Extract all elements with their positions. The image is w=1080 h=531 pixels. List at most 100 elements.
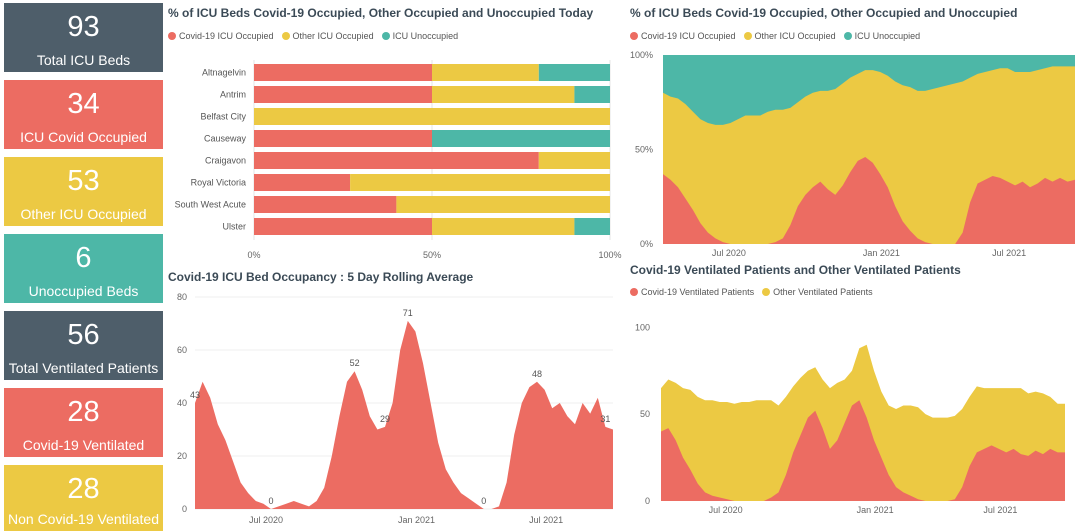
kpi-value: 28 (67, 473, 100, 505)
y-tick-label: 60 (177, 345, 187, 355)
x-tick-label: Jul 2020 (249, 515, 283, 525)
category-label: Royal Victoria (191, 178, 246, 188)
category-label: Ulster (222, 222, 246, 232)
kpi-card-covid-ventilated: 28 Covid-19 Ventilated (4, 388, 163, 457)
data-label: 0 (481, 496, 486, 506)
y-tick-label: 80 (177, 292, 187, 302)
legend-item[interactable]: ICU Unoccupied (843, 31, 920, 41)
x-tick-label: 50% (423, 250, 441, 260)
x-tick-label: Jul 2021 (992, 248, 1026, 258)
bar-segment (254, 174, 351, 191)
y-tick-label: 100 (635, 322, 650, 332)
legend-icu-today: Covid-19 ICU Occupied Other ICU Occupied… (168, 31, 466, 41)
bar-segment (432, 86, 575, 103)
chart-ventilated: 0 50 100 Jul 2020 Jan 2021 Jul 2021 (635, 322, 1065, 515)
kpi-label: Covid-19 Ventilated (22, 437, 145, 453)
bar-segment (432, 130, 610, 147)
bar-segment (254, 108, 610, 125)
category-label: South West Acute (175, 200, 246, 210)
bar-segment (538, 64, 610, 81)
chart-icu-percent: 0% 50% 100% Jul 2020 Jan 2021 Jul 2021 (630, 50, 1075, 258)
legend-item[interactable]: Covid-19 Ventilated Patients (630, 287, 754, 297)
chart-title-icu-percent: % of ICU Beds Covid-19 Occupied, Other O… (630, 6, 1018, 20)
data-label: 31 (600, 414, 610, 424)
kpi-value: 28 (67, 396, 100, 428)
x-tick-label: Jan 2021 (863, 248, 900, 258)
legend-label: Covid-19 ICU Occupied (179, 31, 274, 41)
bar-segment (254, 86, 432, 103)
x-tick-label: Jul 2020 (712, 248, 746, 258)
area-covid-icu (663, 157, 1075, 244)
legend-item[interactable]: Covid-19 ICU Occupied (168, 31, 274, 41)
category-label: Antrim (220, 90, 246, 100)
bar-segment (350, 174, 610, 191)
kpi-value: 53 (67, 165, 100, 197)
bar-segment (396, 196, 610, 213)
data-label: 0 (268, 496, 273, 506)
legend-label: Other ICU Occupied (292, 31, 374, 41)
kpi-card-icu-covid-occupied: 34 ICU Covid Occupied (4, 80, 163, 149)
kpi-value: 93 (67, 11, 100, 43)
category-label: Belfast City (200, 112, 246, 122)
area-rolling-average (195, 320, 613, 509)
kpi-card-unoccupied-beds: 6 Unoccupied Beds (4, 234, 163, 303)
kpi-label: ICU Covid Occupied (20, 129, 147, 145)
legend-ventilated: Covid-19 Ventilated Patients Other Venti… (630, 287, 881, 297)
legend-dot-icon (743, 32, 752, 40)
bar-segment (254, 152, 539, 169)
x-tick-label: 100% (598, 250, 621, 260)
legend-dot-icon (281, 32, 290, 40)
bar-segment (254, 64, 432, 81)
bar-segment (574, 218, 610, 235)
bar-segment (254, 196, 397, 213)
x-tick-label: Jul 2020 (709, 505, 743, 515)
y-tick-label: 0 (645, 496, 650, 506)
chart-rolling-average: 0 20 40 60 80 43 0 52 29 71 0 48 31 Jul 2020 Jan 2021 J… (177, 292, 613, 525)
legend-item[interactable]: Other ICU Occupied (281, 31, 374, 41)
legend-label: Covid-19 ICU Occupied (641, 31, 736, 41)
x-tick-label: Jan 2021 (398, 515, 435, 525)
area-covid-ventilated (661, 400, 1065, 501)
legend-label: Covid-19 Ventilated Patients (641, 287, 755, 297)
kpi-label: Non Covid-19 Ventilated (8, 511, 159, 527)
kpi-card-total-icu-beds: 93 Total ICU Beds (4, 3, 163, 72)
kpi-label: Total Ventilated Patients (8, 360, 159, 376)
bar-segment (538, 152, 610, 169)
legend-item[interactable]: Other Ventilated Patients (762, 287, 873, 297)
x-tick-label: Jan 2021 (857, 505, 894, 515)
legend-dot-icon (843, 32, 852, 40)
bar-segment (254, 130, 432, 147)
kpi-label: Other ICU Occupied (20, 206, 147, 222)
y-tick-label: 0% (640, 239, 653, 249)
data-label: 29 (380, 414, 390, 424)
data-label: 43 (190, 390, 200, 400)
kpi-value: 56 (67, 319, 100, 351)
y-tick-label: 40 (177, 398, 187, 408)
bar-segment (432, 64, 539, 81)
legend-icu-percent: Covid-19 ICU Occupied Other ICU Occupied… (630, 31, 928, 41)
kpi-card-non-covid-ventilated: 28 Non Covid-19 Ventilated (4, 465, 163, 531)
kpi-value: 6 (75, 242, 92, 274)
kpi-label: Unoccupied Beds (28, 283, 139, 299)
y-tick-label: 100% (630, 50, 653, 60)
kpi-value: 34 (67, 88, 100, 120)
kpi-card-total-ventilated: 56 Total Ventilated Patients (4, 311, 163, 380)
legend-label: ICU Unoccupied (392, 31, 459, 41)
x-tick-label: 0% (247, 250, 260, 260)
legend-dot-icon (630, 288, 638, 296)
category-label: Craigavon (205, 156, 246, 166)
chart-icu-today: 0% 50% 100% Altnagelvin Antrim Belfast City Ca… (175, 60, 622, 260)
bar-segment (254, 218, 432, 235)
data-label: 48 (532, 369, 542, 379)
legend-dot-icon (381, 32, 390, 40)
kpi-label: Total ICU Beds (36, 52, 131, 68)
legend-label: Other Ventilated Patients (773, 287, 873, 297)
legend-label: Other ICU Occupied (754, 31, 836, 41)
legend-item[interactable]: Other ICU Occupied (743, 31, 836, 41)
legend-item[interactable]: ICU Unoccupied (381, 31, 459, 41)
legend-item[interactable]: Covid-19 ICU Occupied (630, 31, 736, 41)
category-label: Altnagelvin (202, 68, 246, 78)
chart-title-icu-today: % of ICU Beds Covid-19 Occupied, Other O… (168, 6, 594, 20)
y-tick-label: 0 (182, 504, 187, 514)
data-label: 52 (350, 358, 360, 368)
